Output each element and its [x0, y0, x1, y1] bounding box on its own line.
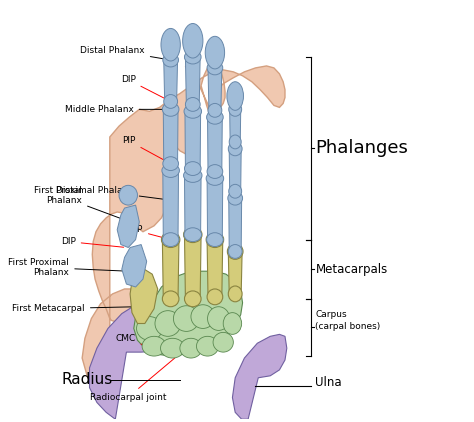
- Ellipse shape: [155, 311, 181, 336]
- Text: Phalanges: Phalanges: [315, 139, 408, 157]
- Ellipse shape: [229, 184, 242, 198]
- Text: Middle Phalanx: Middle Phalanx: [65, 105, 168, 114]
- Ellipse shape: [213, 333, 233, 352]
- Ellipse shape: [207, 233, 223, 246]
- Ellipse shape: [196, 336, 219, 356]
- Ellipse shape: [184, 228, 201, 241]
- Polygon shape: [229, 198, 242, 252]
- Ellipse shape: [163, 291, 179, 307]
- Polygon shape: [232, 334, 287, 419]
- Ellipse shape: [206, 232, 224, 248]
- Ellipse shape: [183, 168, 202, 182]
- Text: MCP: MCP: [124, 225, 168, 239]
- Text: First Proximal
Phalanx: First Proximal Phalanx: [9, 257, 126, 277]
- Ellipse shape: [182, 24, 203, 58]
- Polygon shape: [208, 117, 222, 171]
- Ellipse shape: [184, 50, 201, 64]
- Polygon shape: [229, 149, 241, 191]
- Text: First Metacarpal: First Metacarpal: [12, 304, 135, 313]
- Ellipse shape: [229, 103, 242, 116]
- Ellipse shape: [184, 104, 201, 118]
- Ellipse shape: [137, 316, 163, 340]
- Polygon shape: [228, 252, 242, 294]
- Ellipse shape: [161, 28, 180, 61]
- Ellipse shape: [228, 245, 242, 258]
- Ellipse shape: [185, 97, 200, 111]
- Ellipse shape: [206, 171, 224, 185]
- Ellipse shape: [208, 307, 230, 330]
- Ellipse shape: [207, 110, 223, 124]
- Text: Radiocarpal joint: Radiocarpal joint: [90, 358, 175, 402]
- Ellipse shape: [207, 61, 223, 75]
- Ellipse shape: [229, 135, 241, 149]
- Polygon shape: [163, 170, 179, 240]
- Polygon shape: [90, 293, 200, 419]
- Polygon shape: [117, 205, 139, 248]
- Ellipse shape: [162, 232, 180, 248]
- Polygon shape: [164, 60, 178, 101]
- Text: Distal Phalanx: Distal Phalanx: [80, 46, 168, 60]
- Text: DIP: DIP: [61, 237, 124, 247]
- Ellipse shape: [228, 243, 243, 260]
- Ellipse shape: [228, 286, 242, 302]
- Polygon shape: [230, 109, 241, 142]
- Polygon shape: [184, 235, 201, 299]
- Ellipse shape: [207, 289, 223, 305]
- Ellipse shape: [163, 233, 179, 246]
- Ellipse shape: [184, 162, 201, 176]
- Ellipse shape: [142, 336, 166, 356]
- Text: Ulna: Ulna: [315, 376, 342, 389]
- Ellipse shape: [208, 103, 222, 117]
- Polygon shape: [208, 68, 222, 110]
- Ellipse shape: [163, 53, 179, 67]
- Polygon shape: [82, 60, 285, 392]
- Ellipse shape: [163, 157, 179, 170]
- Ellipse shape: [183, 227, 202, 243]
- Ellipse shape: [227, 82, 244, 110]
- Ellipse shape: [184, 291, 201, 307]
- Ellipse shape: [163, 103, 179, 116]
- Polygon shape: [163, 109, 178, 164]
- Polygon shape: [134, 271, 243, 356]
- Ellipse shape: [180, 338, 202, 358]
- Ellipse shape: [223, 313, 242, 334]
- Text: PIP: PIP: [122, 136, 168, 162]
- Polygon shape: [130, 267, 158, 324]
- Polygon shape: [163, 240, 179, 299]
- Polygon shape: [207, 240, 223, 297]
- Polygon shape: [184, 176, 201, 235]
- Polygon shape: [207, 179, 223, 240]
- Ellipse shape: [164, 95, 178, 108]
- Text: Proximal Phalanx: Proximal Phalanx: [56, 186, 168, 200]
- Ellipse shape: [173, 306, 199, 331]
- Ellipse shape: [119, 185, 137, 205]
- Ellipse shape: [207, 165, 223, 179]
- Ellipse shape: [161, 338, 184, 358]
- Text: DIP: DIP: [121, 75, 168, 100]
- Ellipse shape: [162, 164, 180, 177]
- Polygon shape: [185, 57, 200, 104]
- Text: CMC: CMC: [115, 334, 150, 347]
- Text: Radius: Radius: [62, 372, 113, 387]
- Ellipse shape: [228, 191, 243, 205]
- Ellipse shape: [205, 36, 225, 69]
- Text: Carpus
(carpal bones): Carpus (carpal bones): [315, 311, 381, 330]
- Text: Metacarpals: Metacarpals: [315, 263, 388, 276]
- Ellipse shape: [191, 305, 215, 328]
- Polygon shape: [122, 245, 146, 287]
- Polygon shape: [185, 111, 201, 168]
- Text: First Distal
Phalanx: First Distal Phalanx: [34, 186, 122, 219]
- Ellipse shape: [228, 142, 242, 156]
